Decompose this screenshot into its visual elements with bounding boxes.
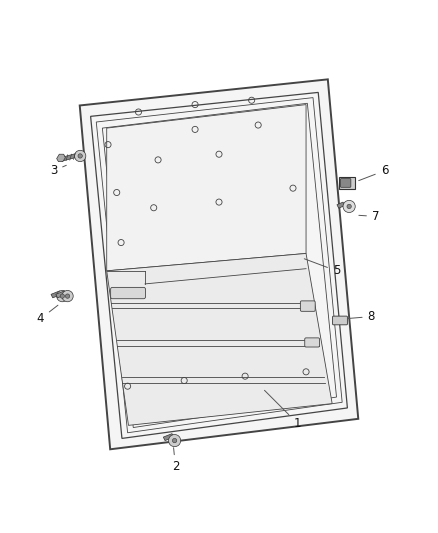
Text: 3: 3: [50, 164, 66, 177]
Polygon shape: [107, 254, 332, 425]
Polygon shape: [51, 291, 61, 298]
Circle shape: [65, 294, 70, 298]
Text: 4: 4: [37, 305, 58, 325]
Circle shape: [78, 154, 82, 158]
Polygon shape: [337, 202, 345, 208]
FancyBboxPatch shape: [340, 179, 351, 187]
FancyBboxPatch shape: [332, 316, 347, 325]
Circle shape: [60, 294, 64, 298]
Text: 7: 7: [359, 210, 379, 223]
FancyBboxPatch shape: [111, 287, 145, 298]
FancyBboxPatch shape: [339, 177, 355, 189]
Circle shape: [74, 150, 86, 161]
Circle shape: [347, 204, 351, 208]
Text: 2: 2: [172, 448, 179, 473]
Text: 1: 1: [265, 390, 301, 430]
Polygon shape: [163, 434, 174, 441]
Circle shape: [62, 290, 73, 302]
Polygon shape: [57, 154, 65, 161]
FancyBboxPatch shape: [305, 338, 320, 347]
Circle shape: [57, 290, 68, 302]
Circle shape: [173, 439, 177, 443]
FancyBboxPatch shape: [300, 301, 315, 311]
Circle shape: [343, 200, 355, 213]
Polygon shape: [60, 154, 78, 161]
Text: 5: 5: [304, 259, 340, 277]
Text: 8: 8: [348, 310, 375, 323]
Polygon shape: [80, 79, 358, 449]
Text: 6: 6: [359, 164, 388, 181]
Circle shape: [169, 434, 181, 447]
Polygon shape: [107, 104, 306, 271]
Polygon shape: [56, 291, 66, 298]
